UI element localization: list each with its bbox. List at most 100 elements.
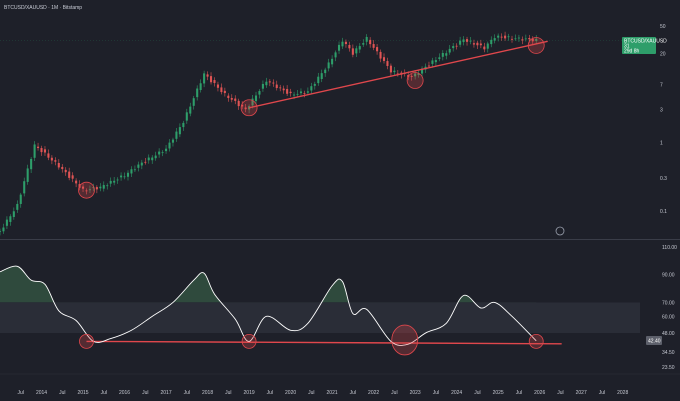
price-highlight-circle[interactable] — [406, 72, 424, 89]
candle[interactable] — [337, 41, 341, 54]
candle[interactable] — [68, 167, 71, 181]
time-axis-tick[interactable]: Jul — [516, 390, 522, 396]
candle[interactable] — [113, 176, 116, 186]
time-axis-tick[interactable]: Jul — [101, 390, 107, 396]
candle[interactable] — [320, 69, 323, 83]
time-axis-tick[interactable]: Jul — [184, 390, 190, 396]
time-axis-tick[interactable]: 2022 — [368, 390, 379, 396]
candle[interactable] — [99, 183, 102, 192]
candle[interactable] — [57, 159, 60, 170]
rsi-axis-tick[interactable]: 70.00 — [662, 300, 675, 306]
candle[interactable] — [289, 88, 292, 97]
time-axis-tick[interactable]: Jul — [433, 390, 439, 396]
candle[interactable] — [5, 216, 8, 230]
candle[interactable] — [414, 70, 417, 80]
candle[interactable] — [535, 35, 538, 44]
time-axis-tick[interactable]: 2015 — [77, 390, 88, 396]
candle[interactable] — [171, 137, 175, 147]
candle[interactable] — [230, 94, 233, 103]
time-axis-tick[interactable]: Jul — [225, 390, 231, 396]
time-axis-tick[interactable]: 2014 — [36, 390, 47, 396]
candle[interactable] — [81, 183, 85, 192]
candle[interactable] — [95, 185, 98, 194]
candle[interactable] — [275, 80, 278, 91]
candle[interactable] — [151, 155, 154, 164]
candle[interactable] — [203, 70, 206, 88]
candle[interactable] — [382, 53, 386, 64]
time-axis-tick[interactable]: 2016 — [119, 390, 130, 396]
time-axis-tick[interactable]: Jul — [474, 390, 480, 396]
candle[interactable] — [237, 98, 240, 110]
price-highlight-circle[interactable] — [527, 37, 545, 54]
candle[interactable] — [317, 72, 320, 86]
candle[interactable] — [140, 159, 143, 170]
rsi-highlight-circle[interactable] — [241, 333, 257, 349]
candle[interactable] — [130, 166, 133, 177]
time-axis-tick[interactable]: 2025 — [493, 390, 504, 396]
candle[interactable] — [348, 41, 351, 52]
candle[interactable] — [23, 177, 26, 197]
candle[interactable] — [206, 71, 209, 81]
candle[interactable] — [9, 214, 12, 226]
candle[interactable] — [441, 50, 444, 61]
candle[interactable] — [445, 50, 448, 60]
time-axis-tick[interactable]: Jul — [18, 390, 24, 396]
rsi-axis-tick[interactable]: 110.00 — [662, 245, 677, 251]
candle[interactable] — [137, 161, 140, 172]
candle[interactable] — [102, 181, 105, 192]
candle[interactable] — [182, 120, 185, 131]
candle[interactable] — [213, 77, 216, 87]
rsi-highlight-circle[interactable] — [79, 333, 94, 349]
candle[interactable] — [47, 149, 50, 161]
time-axis-tick[interactable]: Jul — [391, 390, 397, 396]
candle[interactable] — [334, 50, 337, 62]
realtime-circle-icon[interactable] — [555, 226, 565, 236]
candle[interactable] — [272, 79, 275, 87]
candle[interactable] — [71, 172, 74, 183]
candle[interactable] — [75, 178, 78, 188]
time-axis-tick[interactable]: Jul — [557, 390, 563, 396]
price-highlight-circle[interactable] — [78, 181, 95, 199]
candle[interactable] — [455, 43, 458, 50]
candle[interactable] — [241, 101, 244, 110]
candle[interactable] — [351, 44, 354, 58]
candle[interactable] — [517, 34, 520, 42]
rsi-highlight-circle[interactable] — [391, 324, 419, 356]
candle[interactable] — [37, 142, 40, 151]
price-highlight-circle[interactable] — [240, 99, 258, 117]
rsi-axis-tick[interactable]: 34.50 — [662, 350, 675, 356]
time-axis-tick[interactable]: 2018 — [202, 390, 213, 396]
price-axis-tick[interactable]: 3 — [660, 108, 663, 114]
candle[interactable] — [30, 156, 33, 173]
candle[interactable] — [386, 57, 389, 70]
candle[interactable] — [133, 165, 136, 172]
price-axis-tick[interactable]: 7 — [660, 82, 663, 88]
candle[interactable] — [165, 144, 168, 154]
candle[interactable] — [313, 81, 316, 90]
candle[interactable] — [521, 36, 524, 45]
candle[interactable] — [244, 104, 247, 113]
time-axis-tick[interactable]: 2027 — [576, 390, 587, 396]
candle[interactable] — [427, 61, 431, 69]
time-axis-tick[interactable]: 2017 — [160, 390, 171, 396]
time-axis-tick[interactable]: 2023 — [410, 390, 421, 396]
candle[interactable] — [372, 40, 375, 51]
candle[interactable] — [355, 45, 358, 58]
rsi-line[interactable] — [0, 265, 537, 346]
candle[interactable] — [61, 164, 64, 173]
candle[interactable] — [189, 102, 192, 117]
candle[interactable] — [209, 72, 213, 85]
price-axis-tick[interactable]: 0.3 — [660, 176, 667, 182]
time-axis-tick[interactable]: Jul — [59, 390, 65, 396]
time-axis-tick[interactable]: Jul — [308, 390, 314, 396]
candle[interactable] — [268, 79, 271, 87]
rsi-trendline[interactable] — [86, 340, 562, 345]
candle[interactable] — [196, 85, 199, 101]
candle[interactable] — [344, 39, 347, 48]
candle[interactable] — [531, 36, 534, 45]
candle[interactable] — [92, 183, 95, 192]
candle[interactable] — [431, 57, 434, 68]
candle[interactable] — [16, 200, 19, 213]
